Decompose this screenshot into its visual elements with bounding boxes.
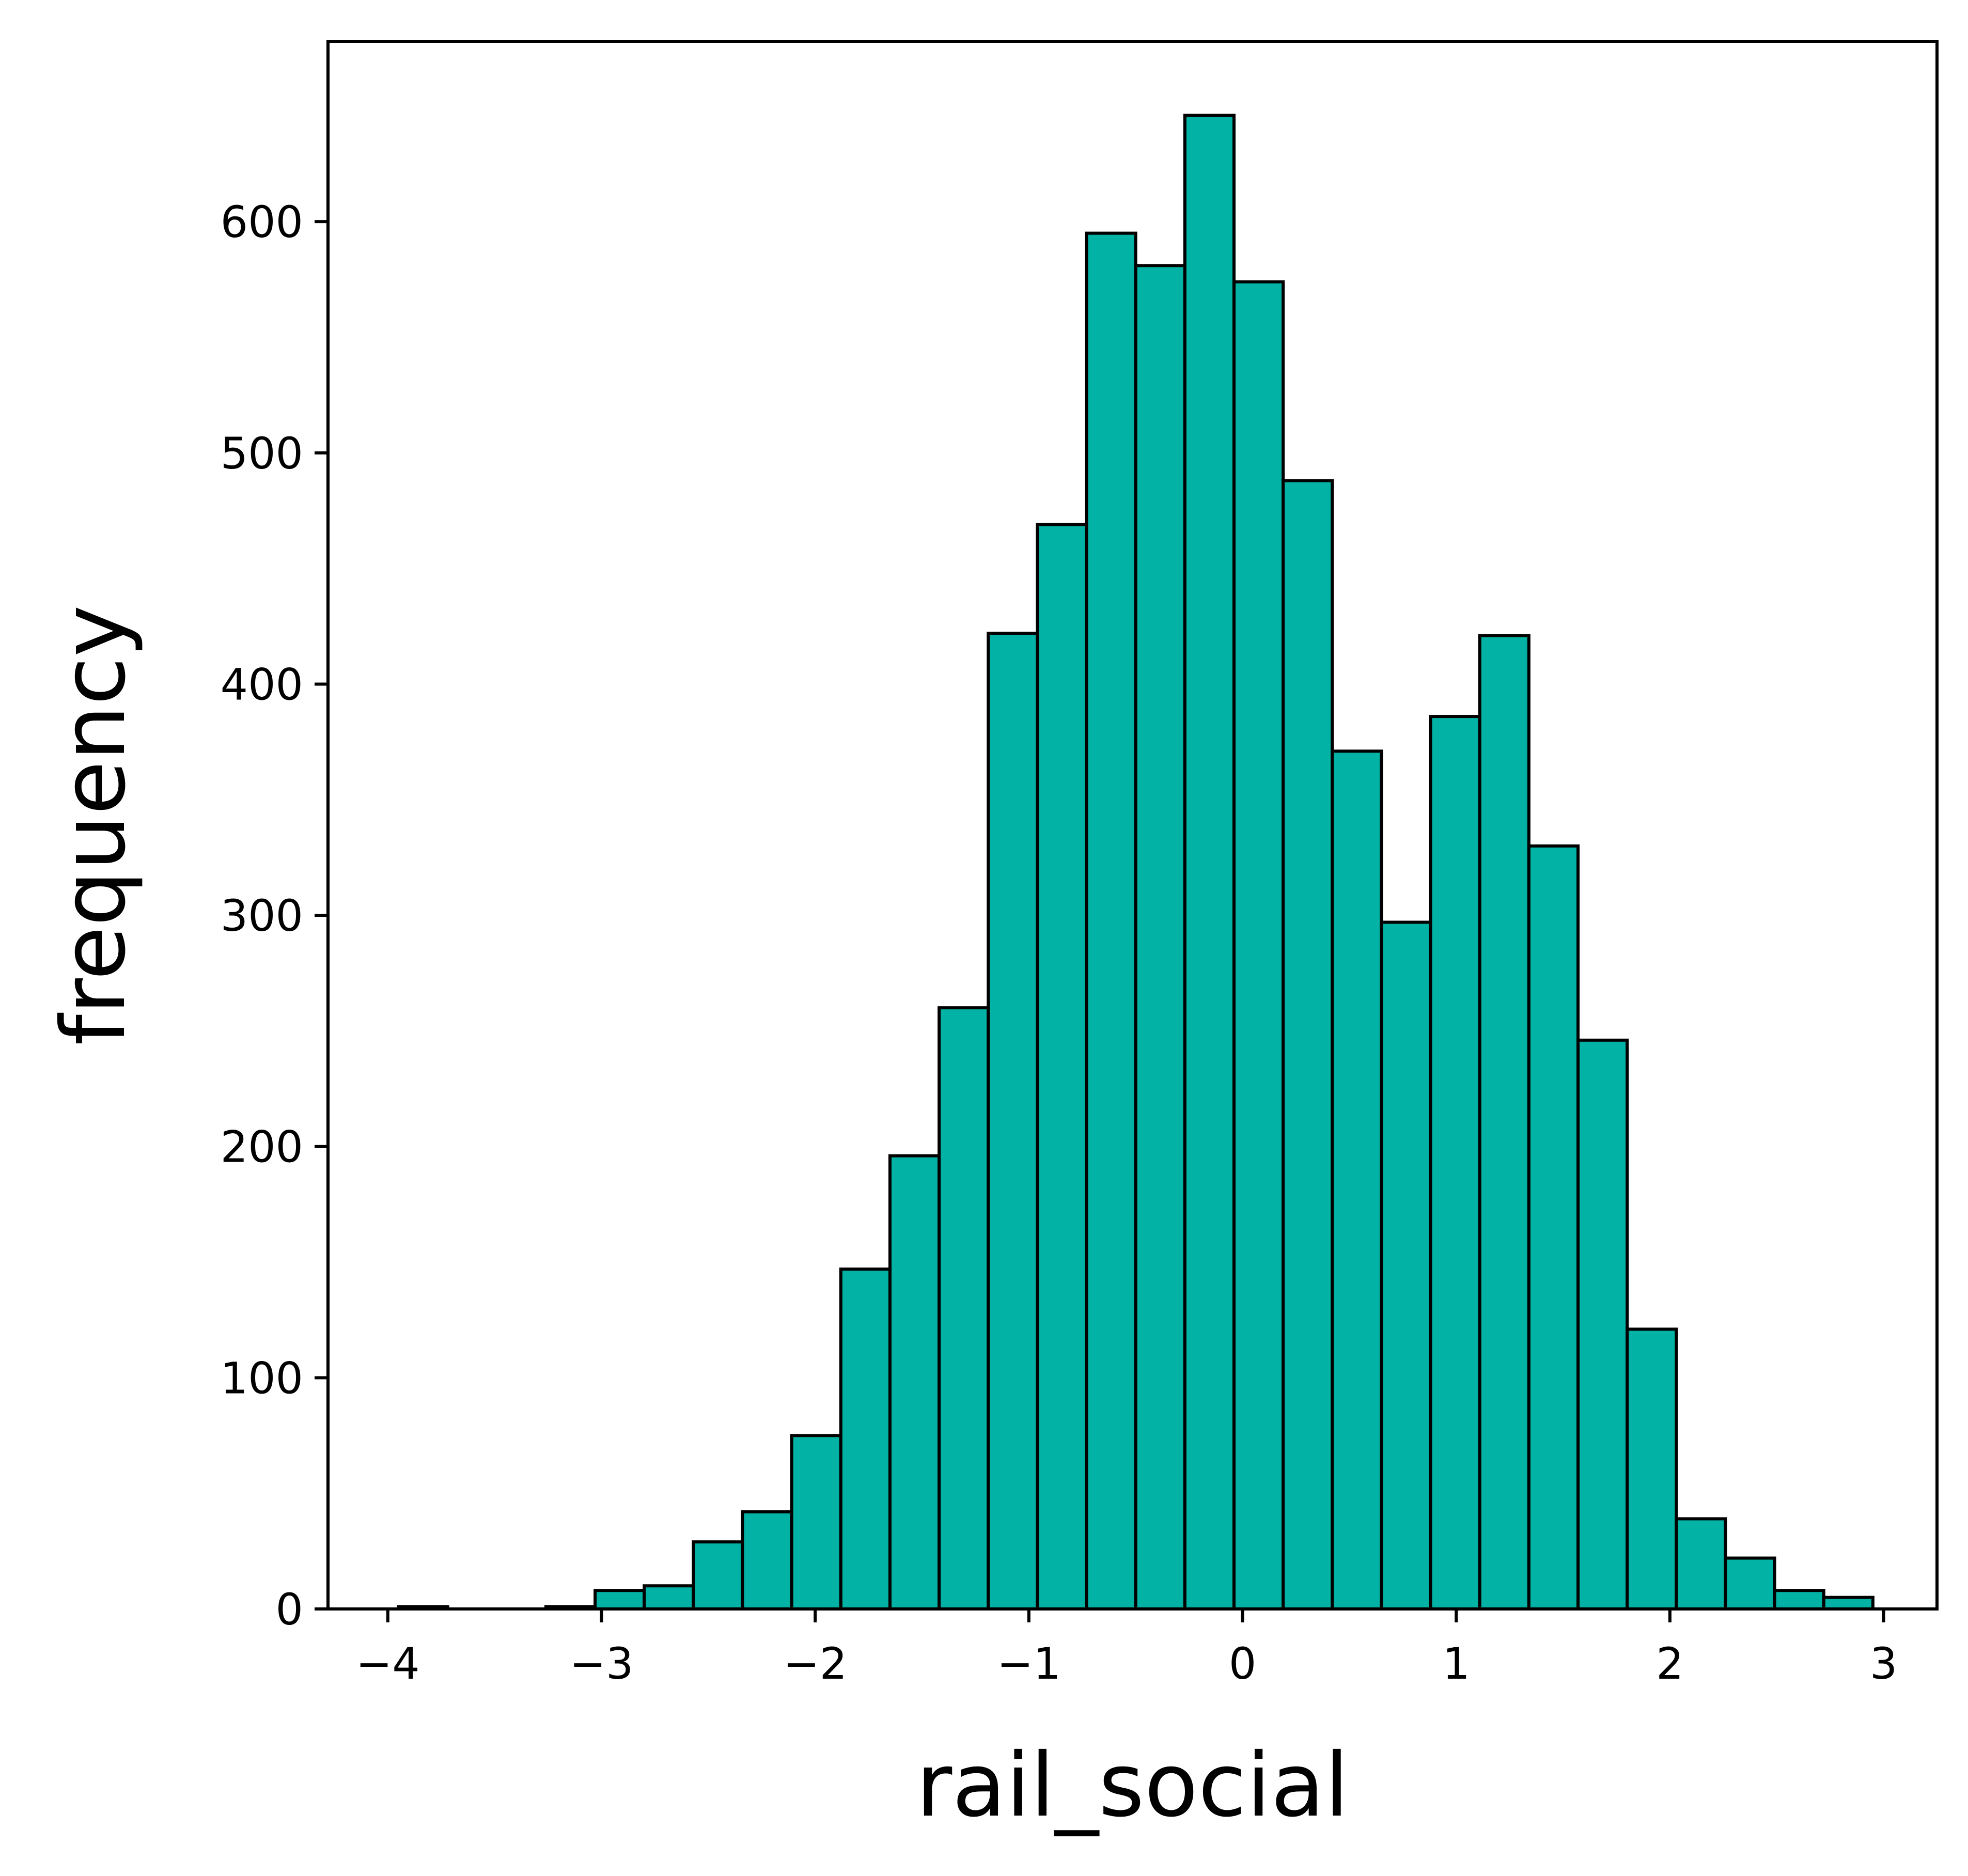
plot-frame [326, 40, 1939, 1611]
histogram-bar-9 [839, 1267, 892, 1611]
histogram-bar-4 [593, 1589, 646, 1611]
histogram-bar-28 [1773, 1589, 1825, 1611]
histogram-bar-24 [1576, 1038, 1629, 1611]
x-tick-label: −1 [997, 1638, 1061, 1689]
histogram-bar-5 [643, 1584, 695, 1611]
histogram-bar-10 [888, 1154, 941, 1611]
x-axis-ticks: −4 −3 −2 −1 0 1 2 3 [356, 1609, 1897, 1689]
histogram-bar-20 [1380, 920, 1432, 1611]
x-tick-label: −3 [570, 1638, 634, 1689]
histogram-bar-12 [987, 631, 1039, 1611]
x-tick-label: 0 [1229, 1638, 1256, 1689]
y-axis-title: frequency [43, 605, 145, 1045]
histogram-bar-13 [1036, 523, 1088, 1611]
x-tick-label: −2 [783, 1638, 847, 1689]
histogram-bar-26 [1675, 1517, 1727, 1611]
histogram-bar-25 [1626, 1327, 1678, 1611]
histogram-bar-23 [1527, 844, 1580, 1611]
x-axis-title: rail_social [916, 1734, 1349, 1837]
histogram-bar-11 [938, 1006, 990, 1611]
histogram-bar-17 [1232, 280, 1285, 1611]
y-tick-label: 100 [221, 1353, 303, 1403]
histogram-bar-22 [1478, 634, 1530, 1611]
y-axis-ticks: 0 100 200 300 400 500 600 [221, 197, 328, 1635]
histogram-bar-15 [1134, 264, 1186, 1611]
histogram-bar-29 [1822, 1596, 1875, 1611]
x-tick-label: −4 [356, 1638, 420, 1689]
y-tick-label: 400 [221, 659, 303, 710]
y-tick-label: 0 [276, 1584, 303, 1635]
histogram-bar-16 [1183, 114, 1236, 1611]
y-tick-label: 500 [221, 428, 303, 479]
histogram-bar-21 [1429, 715, 1481, 1611]
histogram-bar-8 [790, 1434, 842, 1611]
y-tick-label: 300 [221, 890, 303, 941]
histogram-bar-27 [1724, 1556, 1776, 1611]
histogram-bar-6 [692, 1540, 744, 1611]
bars-group [397, 114, 1875, 1611]
y-tick-label: 200 [221, 1122, 303, 1172]
histogram-bar-19 [1331, 749, 1383, 1611]
x-tick-label: 3 [1870, 1638, 1897, 1689]
histogram-bar-14 [1085, 231, 1137, 1611]
histogram-bar-7 [741, 1510, 793, 1611]
x-tick-label: 1 [1442, 1638, 1470, 1689]
y-tick-label: 600 [221, 197, 303, 247]
x-tick-label: 2 [1656, 1638, 1683, 1689]
histogram-bar-18 [1282, 479, 1334, 1611]
